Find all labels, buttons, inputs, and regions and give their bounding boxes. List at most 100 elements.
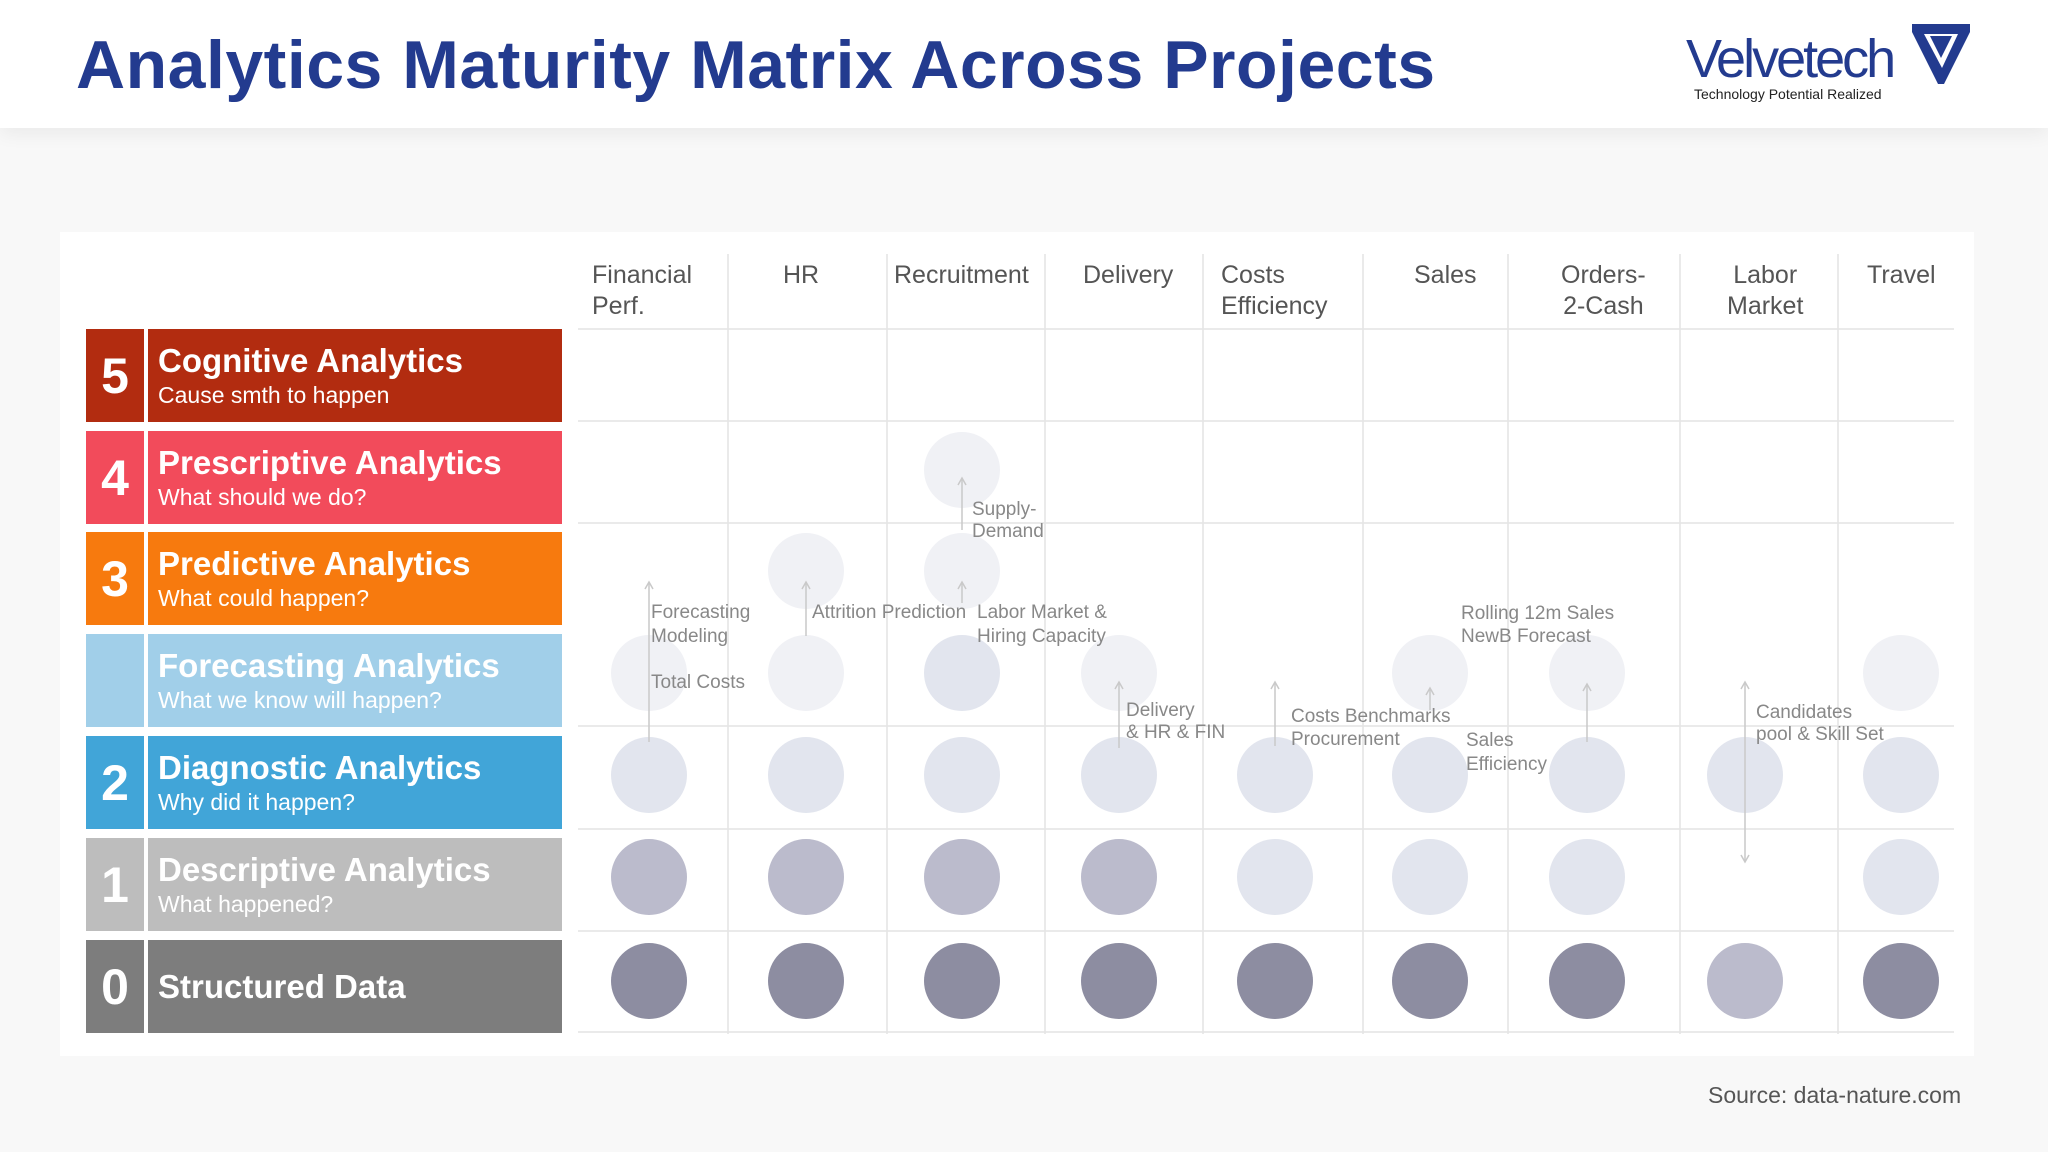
column-header-recruitment: Recruitment (894, 260, 1029, 291)
level-body: Forecasting Analytics What we know will … (148, 634, 562, 727)
logo-wordmark: Velvetech (1686, 29, 1896, 89)
maturity-dot (1237, 737, 1313, 813)
logo-tagline: Technology Potential Realized (1694, 86, 1882, 102)
maturity-dot (1081, 635, 1157, 711)
level-description: Why did it happen? (158, 789, 355, 815)
column-header-line: Labor (1733, 261, 1798, 289)
annotation-line: Candidates (1756, 702, 1852, 723)
logo-v-icon (1912, 24, 1970, 84)
page-title: Analytics Maturity Matrix Across Project… (76, 27, 1436, 103)
level-description: What we know will happen? (158, 687, 442, 713)
column-header-costs-efficiency: Costs Efficiency (1221, 260, 1328, 322)
column-header-line: Delivery (1083, 261, 1174, 289)
maturity-dot (1081, 737, 1157, 813)
column-header-line: Travel (1867, 261, 1936, 289)
maturity-dot (1549, 635, 1625, 711)
level-body: Predictive Analytics What could happen? (148, 532, 562, 625)
maturity-dot (768, 533, 844, 609)
level-diagnostic: 2 Diagnostic Analytics Why did it happen… (86, 736, 562, 829)
annotation-line: Procurement (1291, 729, 1400, 750)
annotation-line: NewB Forecast (1461, 626, 1592, 647)
level-number: 0 (86, 940, 144, 1033)
maturity-dot (924, 839, 1000, 915)
level-body: Prescriptive Analytics What should we do… (148, 431, 562, 524)
column-header-line: Efficiency (1221, 292, 1328, 320)
annotation-sales-efficiency: Sales Efficiency (1466, 730, 1547, 775)
annotation-rolling-sales: Rolling 12m Sales NewB Forecast (1461, 603, 1619, 647)
level-number: 4 (86, 431, 144, 524)
header-bar: Analytics Maturity Matrix Across Project… (0, 0, 2048, 128)
maturity-dot (1549, 737, 1625, 813)
annotation-line: Labor Market & (977, 602, 1107, 623)
level-body: Cognitive Analytics Cause smth to happen (148, 329, 562, 422)
level-prescriptive: 4 Prescriptive Analytics What should we … (86, 431, 562, 524)
annotation-total-costs: Total Costs (651, 672, 745, 693)
annotation-labels: Forecasting Modeling Total Costs Attriti… (651, 499, 1885, 775)
column-header-line: Orders- (1561, 261, 1646, 289)
annotation-forecasting-modeling: Forecasting Modeling (651, 602, 756, 647)
maturity-dot (924, 737, 1000, 813)
column-header-labor-market: Labor Market (1727, 260, 1803, 322)
level-name: Descriptive Analytics (158, 851, 491, 888)
maturity-dot (1549, 839, 1625, 915)
column-header-financial-perf: Financial Perf. (592, 260, 692, 322)
level-descriptive: 1 Descriptive Analytics What happened? (86, 838, 562, 931)
column-header-line: Perf. (592, 292, 645, 320)
column-header-line: Financial (592, 261, 693, 289)
annotation-line: pool & Skill Set (1756, 724, 1885, 745)
maturity-dot (924, 943, 1000, 1019)
column-header-line: Recruitment (894, 261, 1029, 289)
annotation-line: Delivery (1126, 700, 1195, 721)
maturity-dot (1707, 943, 1783, 1019)
level-number: 3 (86, 532, 144, 625)
annotation-attrition-prediction: Attrition Prediction (812, 602, 966, 623)
level-predictive: 3 Predictive Analytics What could happen… (86, 532, 562, 625)
level-number: 2 (86, 736, 144, 829)
annotation-line: Costs Benchmarks (1291, 706, 1450, 727)
annotation-line: & HR & FIN (1126, 722, 1225, 743)
annotation-candidates-pool: Candidates pool & Skill Set (1756, 702, 1885, 745)
maturity-dot (1237, 839, 1313, 915)
maturity-dot (1081, 943, 1157, 1019)
maturity-dot (1549, 943, 1625, 1019)
column-header-delivery: Delivery (1083, 260, 1173, 291)
level-body: Structured Data (148, 940, 562, 1033)
column-header-line: 2-Cash (1563, 292, 1644, 320)
level-body: Diagnostic Analytics Why did it happen? (148, 736, 562, 829)
arrows (644, 476, 1750, 864)
maturity-dot (768, 943, 844, 1019)
level-number: 1 (86, 838, 144, 931)
maturity-dot (1863, 839, 1939, 915)
maturity-dot (611, 943, 687, 1019)
annotation-line: Modeling (651, 626, 728, 647)
maturity-dot (1392, 943, 1468, 1019)
maturity-dot (1392, 737, 1468, 813)
level-name: Cognitive Analytics (158, 342, 464, 379)
maturity-dot (1863, 943, 1939, 1019)
level-description: What happened? (158, 891, 334, 917)
maturity-dot (1237, 943, 1313, 1019)
maturity-dot (1863, 635, 1939, 711)
column-header-sales: Sales (1414, 260, 1477, 291)
maturity-dot (924, 533, 1000, 609)
level-structured-data: 0 Structured Data (86, 940, 562, 1033)
annotation-costs-benchmarks: Costs Benchmarks Procurement (1291, 706, 1456, 750)
level-cognitive: 5 Cognitive Analytics Cause smth to happ… (86, 329, 562, 422)
maturity-dot (611, 737, 687, 813)
dots-layer (611, 432, 1939, 1019)
column-header-hr: HR (783, 260, 819, 291)
level-name: Predictive Analytics (158, 545, 471, 582)
annotation-line: Supply- (972, 499, 1036, 520)
level-description: What could happen? (158, 585, 369, 611)
level-number (86, 634, 144, 727)
level-body: Descriptive Analytics What happened? (148, 838, 562, 931)
level-description: Cause smth to happen (158, 382, 390, 408)
column-header-line: Market (1727, 292, 1804, 320)
annotation-supply-demand: Supply- Demand (972, 499, 1044, 542)
annotation-line: Demand (972, 521, 1044, 542)
maturity-dot (768, 839, 844, 915)
maturity-dot (768, 737, 844, 813)
maturity-dot (1863, 737, 1939, 813)
annotation-line: Attrition Prediction (812, 602, 966, 623)
